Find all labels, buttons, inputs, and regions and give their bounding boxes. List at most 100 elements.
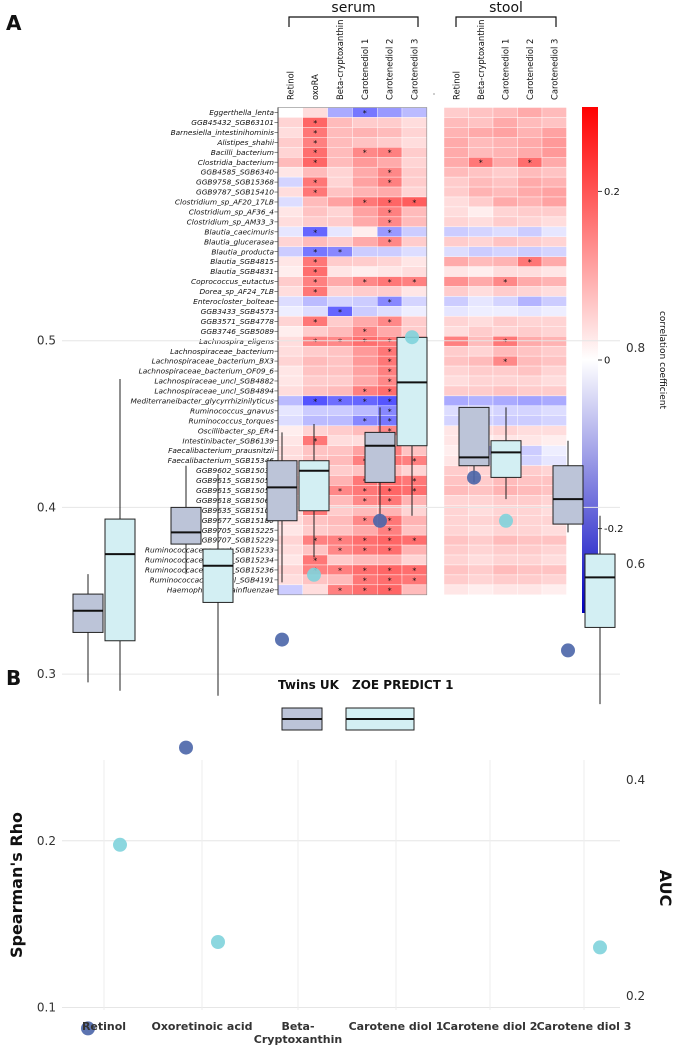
- heatmap-cell: [468, 505, 494, 516]
- heatmap-cell: [468, 256, 494, 267]
- heatmap-cell: [277, 286, 303, 297]
- row-label: GGB45432_SGB63101: [191, 118, 274, 127]
- heatmap-cell: [443, 495, 469, 506]
- heatmap-cell: [277, 375, 303, 387]
- row-label: Mediterraneibacter_glycyrrhizinilyticus: [131, 396, 275, 405]
- heatmap-cell: [443, 475, 469, 486]
- significance-star: *: [338, 566, 342, 575]
- row-label: Blautia_SGB4831: [210, 267, 274, 276]
- heatmap-cell: [327, 495, 353, 506]
- heatmap-cell: [492, 395, 518, 407]
- heatmap-cell: [468, 236, 494, 247]
- significance-star: *: [388, 208, 392, 217]
- heatmap-cell: [517, 365, 543, 377]
- significance-star: *: [388, 487, 392, 496]
- significance-star: *: [412, 457, 416, 466]
- heatmap-cell: [401, 216, 427, 228]
- heatmap-cell: [492, 316, 518, 327]
- significance-star: *: [388, 576, 392, 585]
- significance-star: *: [363, 328, 367, 337]
- heatmap-cell: [377, 157, 403, 168]
- significance-star: *: [388, 517, 392, 526]
- heatmap-cell: [277, 137, 303, 148]
- heatmap-cell: [541, 157, 567, 168]
- heatmap-cell: [443, 286, 469, 297]
- heatmap-cell: [541, 296, 567, 307]
- heatmap-cell: [492, 564, 518, 576]
- group-label-serum: serum: [331, 0, 375, 16]
- heatmap-cell: [327, 554, 353, 566]
- heatmap-cell: [302, 405, 328, 416]
- heatmap-cell: [517, 117, 543, 128]
- heatmap-cell: [541, 236, 567, 247]
- heatmap-cell: [352, 505, 378, 516]
- y2-tick-label: 0.6: [626, 557, 645, 571]
- heatmap-cell: [277, 385, 303, 397]
- heatmap-cell: [401, 246, 427, 257]
- heatmap-cell: [401, 117, 427, 128]
- group-bracket: [288, 16, 419, 27]
- heatmap-cell: [401, 515, 427, 526]
- legend-label-twins-uk: Twins UK: [278, 678, 340, 692]
- y2-axis-label: AUC: [656, 870, 675, 907]
- heatmap-cell: [377, 127, 403, 138]
- heatmap-cell: [517, 515, 543, 526]
- heatmap-cell: [302, 584, 328, 596]
- heatmap-cell: [401, 236, 427, 247]
- heatmap-cell: [492, 226, 518, 237]
- box: [104, 518, 136, 642]
- auc-point: [307, 567, 321, 582]
- heatmap-cell: [327, 296, 353, 307]
- heatmap-cell: [492, 544, 518, 556]
- significance-star: *: [363, 338, 367, 347]
- heatmap-cell: [401, 256, 427, 267]
- significance-star: *: [313, 318, 317, 327]
- heatmap-cell: [492, 286, 518, 297]
- y-tick-label: 0.5: [37, 334, 56, 348]
- heatmap-cell: [492, 176, 518, 188]
- y-tick-label: 0.2: [37, 834, 56, 848]
- heatmap-cell: [517, 554, 543, 566]
- significance-star: *: [363, 149, 367, 158]
- serum-column-label: Carotenediol 1: [360, 39, 370, 100]
- heatmap-cell: [327, 326, 353, 337]
- heatmap-cell: [302, 385, 328, 397]
- heatmap-cell: [468, 206, 494, 218]
- auc-point: [275, 632, 289, 647]
- significance-star: *: [388, 368, 392, 377]
- heatmap-cell: [541, 256, 567, 267]
- heatmap-cell: [541, 306, 567, 317]
- heatmap-cell: [492, 554, 518, 566]
- significance-star: *: [528, 159, 532, 168]
- significance-star: *: [363, 397, 367, 406]
- heatmap-cell: [468, 345, 494, 357]
- heatmap-cell: [277, 296, 303, 307]
- significance-star: *: [313, 228, 317, 237]
- heatmap-cell: [327, 117, 353, 128]
- heatmap-cell: [352, 117, 378, 128]
- heatmap-cell: [327, 445, 353, 456]
- heatmap-cell: [327, 186, 353, 198]
- heatmap-cell: [443, 326, 469, 337]
- x-tick-label: Cryptoxanthin: [254, 1033, 342, 1046]
- significance-star: *: [363, 586, 367, 595]
- significance-star: *: [388, 537, 392, 546]
- heatmap-cell: [517, 584, 543, 596]
- x-tick-label: Retinol: [82, 1020, 126, 1033]
- heatmap-cell: [401, 166, 427, 178]
- heatmap-cell: [352, 306, 378, 317]
- heatmap-cell: [541, 524, 567, 536]
- heatmap-cell: [541, 445, 567, 456]
- heatmap-cell: [443, 236, 469, 247]
- significance-star: *: [388, 427, 392, 436]
- heatmap-cell: [492, 117, 518, 128]
- serum-column-label: Beta-cryptoxanthin: [335, 20, 345, 100]
- heatmap-cell: [277, 246, 303, 257]
- heatmap-cell: [517, 216, 543, 228]
- heatmap-cell: [327, 256, 353, 267]
- significance-star: *: [388, 318, 392, 327]
- heatmap-cell: [492, 405, 518, 416]
- heatmap-cell: [468, 246, 494, 257]
- heatmap-cell: [443, 465, 469, 476]
- significance-star: *: [503, 358, 507, 367]
